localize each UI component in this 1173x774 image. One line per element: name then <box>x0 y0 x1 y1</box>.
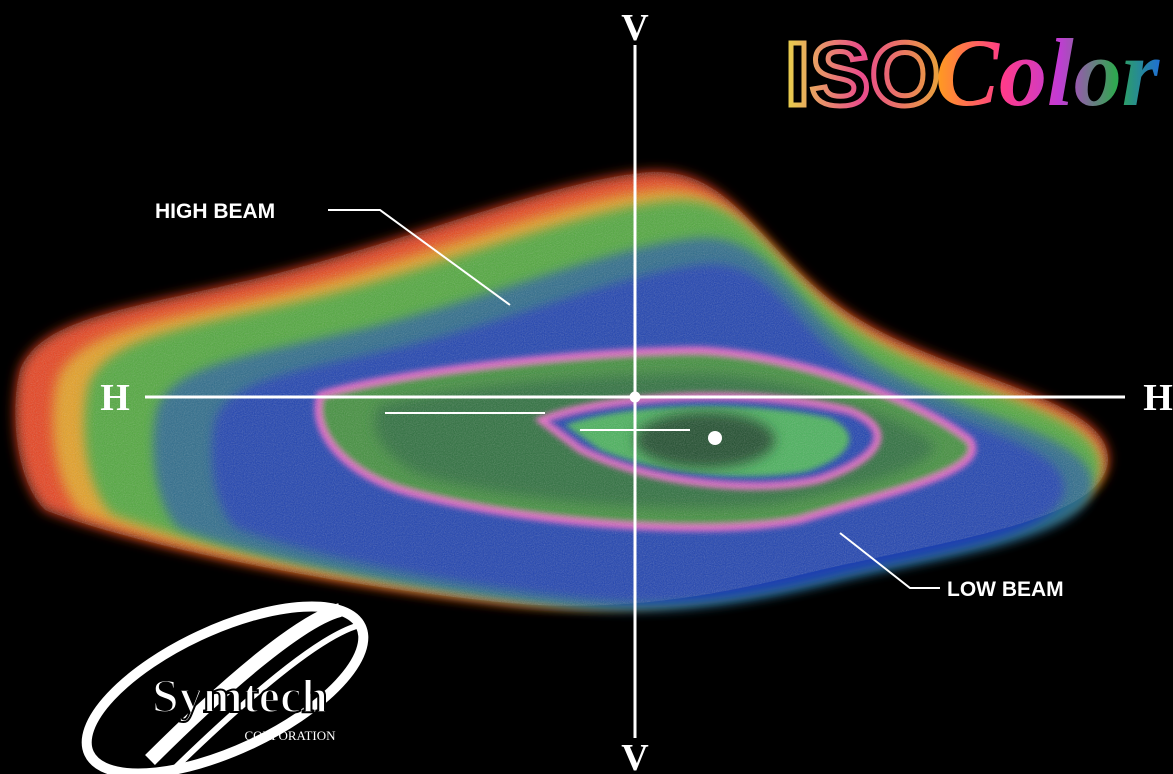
high-beam-label: HIGH BEAM <box>155 200 275 223</box>
axis-label: H <box>1143 377 1173 419</box>
leader-line <box>839 532 940 589</box>
logo-name: Symtech <box>152 670 328 723</box>
axis-label: V <box>621 7 649 49</box>
logo-prefix: ISO <box>785 25 940 125</box>
origin <box>629 391 641 403</box>
low-beam-label: LOW BEAM <box>947 578 1064 601</box>
logo-subtitle: CORPORATION <box>244 728 336 743</box>
axes <box>145 45 1125 738</box>
axis-label: V <box>621 737 649 774</box>
axis-label: H <box>100 377 130 419</box>
isocolor-logo: ISO Color <box>783 19 1161 128</box>
symtech-logo: Symtech CORPORATION <box>81 601 369 774</box>
leader-line <box>328 209 511 306</box>
logo-suffix: Color <box>935 19 1161 126</box>
